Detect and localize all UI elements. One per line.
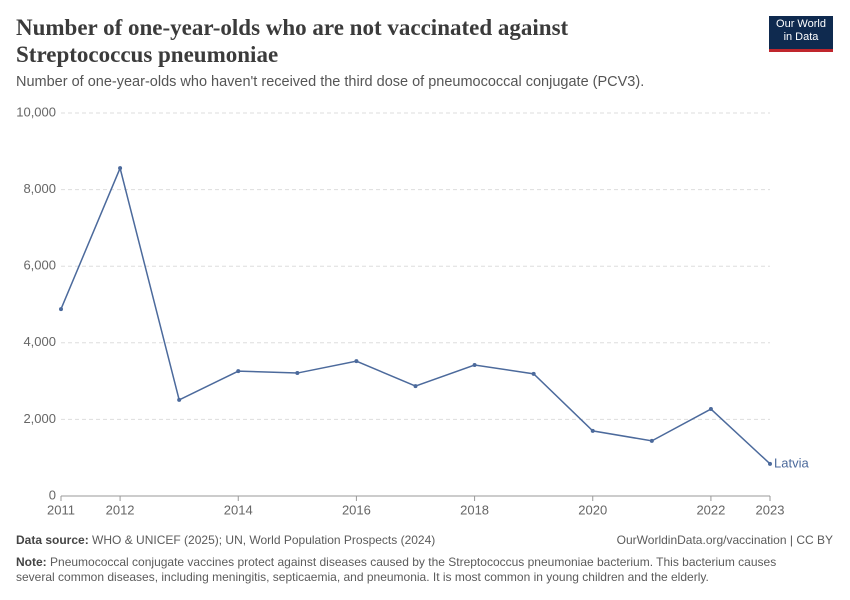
- point: [768, 461, 772, 466]
- point: [413, 384, 418, 389]
- x-tick-label: 2022: [696, 502, 725, 517]
- source-label: Data source:: [16, 533, 89, 547]
- point: [295, 371, 300, 376]
- subtitle: Number of one-year-olds who haven't rece…: [16, 74, 645, 90]
- logo[interactable]: Our World in Data: [769, 16, 833, 52]
- point: [708, 407, 713, 412]
- title: Number of one-year-olds who are not vacc…: [16, 15, 569, 67]
- note: Note: Pneumococcal conjugate vaccines pr…: [16, 555, 816, 585]
- logo-line: Our World: [776, 18, 826, 30]
- point: [118, 166, 123, 171]
- x-tick-label: 2023: [756, 502, 785, 517]
- source: Data source: WHO & UNICEF (2025); UN, Wo…: [16, 533, 435, 548]
- x-tick-label: 2018: [460, 502, 489, 517]
- series-label: Latvia: [774, 455, 809, 470]
- y-tick-label: 10,000: [16, 104, 56, 119]
- note-text: Pneumococcal conjugate vaccines protect …: [16, 555, 777, 584]
- link[interactable]: OurWorldinData.org/vaccination | CC BY: [616, 533, 833, 547]
- y-tick-label: 8,000: [23, 181, 56, 196]
- x-tick-label: 2012: [106, 502, 135, 517]
- y-tick-label: 4,000: [23, 334, 56, 349]
- x-tick-label: 2020: [578, 502, 607, 517]
- x-tick-label: 2016: [342, 502, 371, 517]
- x-tick-label: 2014: [224, 502, 253, 517]
- logo-line: in Data: [783, 31, 819, 43]
- x-tick-label: 2011: [47, 502, 75, 517]
- point: [590, 428, 595, 433]
- point: [177, 397, 182, 402]
- point: [649, 438, 654, 443]
- source-text: WHO & UNICEF (2025); UN, World Populatio…: [92, 533, 436, 547]
- point: [59, 307, 63, 312]
- y-tick-label: 2,000: [23, 411, 56, 426]
- point: [236, 369, 241, 374]
- y-tick-label: 6,000: [23, 258, 56, 273]
- note-label: Note:: [16, 555, 47, 569]
- point: [531, 371, 536, 376]
- y-tick-label: 0: [49, 487, 56, 502]
- point: [354, 359, 359, 364]
- point: [472, 363, 477, 368]
